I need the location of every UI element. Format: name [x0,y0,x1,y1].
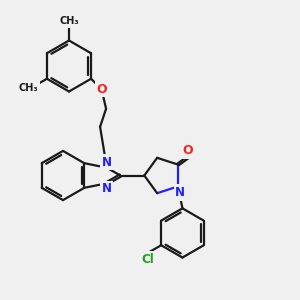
Text: O: O [96,83,107,96]
Text: N: N [102,182,112,195]
Text: N: N [102,156,112,169]
Text: Cl: Cl [142,253,154,266]
Text: O: O [183,144,194,157]
Text: CH₃: CH₃ [60,16,80,26]
Text: CH₃: CH₃ [19,83,38,93]
Text: N: N [176,186,185,199]
